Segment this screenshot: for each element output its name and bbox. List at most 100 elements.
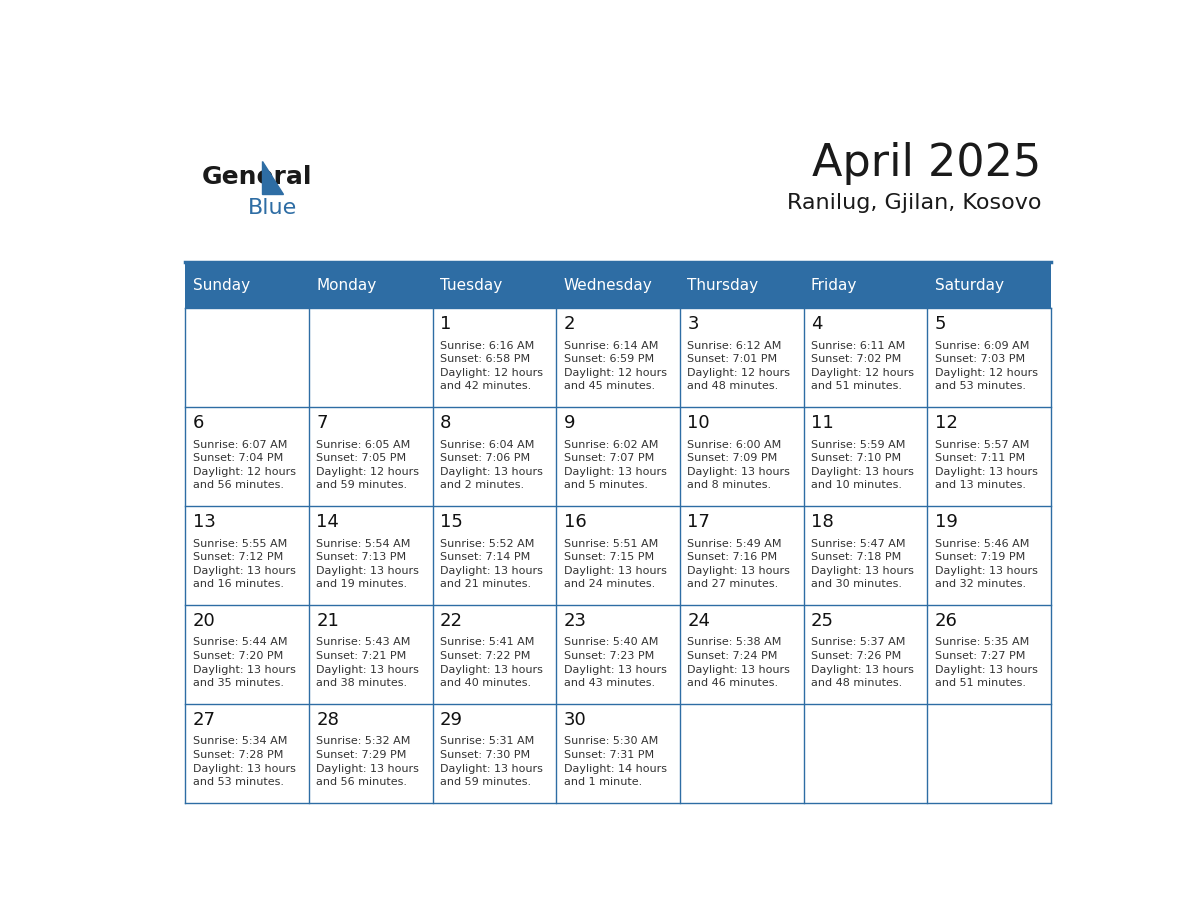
Text: Sunrise: 5:37 AM
Sunset: 7:26 PM
Daylight: 13 hours
and 48 minutes.: Sunrise: 5:37 AM Sunset: 7:26 PM Dayligh… <box>811 637 914 688</box>
Bar <box>927 308 1051 407</box>
Text: Saturday: Saturday <box>935 277 1004 293</box>
Text: 16: 16 <box>563 513 587 532</box>
Bar <box>185 407 309 506</box>
Text: 3: 3 <box>687 315 699 333</box>
Bar <box>556 704 680 803</box>
Text: Sunrise: 6:04 AM
Sunset: 7:06 PM
Daylight: 13 hours
and 2 minutes.: Sunrise: 6:04 AM Sunset: 7:06 PM Dayligh… <box>440 440 543 490</box>
Bar <box>803 506 927 605</box>
Polygon shape <box>261 161 283 194</box>
Text: Sunrise: 6:07 AM
Sunset: 7:04 PM
Daylight: 12 hours
and 56 minutes.: Sunrise: 6:07 AM Sunset: 7:04 PM Dayligh… <box>192 440 296 490</box>
Text: Blue: Blue <box>248 197 297 218</box>
Text: 29: 29 <box>440 711 463 729</box>
Bar <box>309 704 432 803</box>
Bar <box>432 506 556 605</box>
Text: 20: 20 <box>192 612 215 630</box>
Bar <box>927 407 1051 506</box>
Text: Tuesday: Tuesday <box>440 277 503 293</box>
Bar <box>432 407 556 506</box>
Bar <box>309 605 432 704</box>
Text: Sunrise: 5:41 AM
Sunset: 7:22 PM
Daylight: 13 hours
and 40 minutes.: Sunrise: 5:41 AM Sunset: 7:22 PM Dayligh… <box>440 637 543 688</box>
Text: 9: 9 <box>563 414 575 432</box>
Bar <box>803 605 927 704</box>
Bar <box>680 605 803 704</box>
Text: 11: 11 <box>811 414 834 432</box>
Bar <box>680 506 803 605</box>
Text: 30: 30 <box>563 711 587 729</box>
Text: 23: 23 <box>563 612 587 630</box>
Text: Sunrise: 5:55 AM
Sunset: 7:12 PM
Daylight: 13 hours
and 16 minutes.: Sunrise: 5:55 AM Sunset: 7:12 PM Dayligh… <box>192 539 296 589</box>
Text: 28: 28 <box>316 711 340 729</box>
Text: Sunrise: 6:16 AM
Sunset: 6:58 PM
Daylight: 12 hours
and 42 minutes.: Sunrise: 6:16 AM Sunset: 6:58 PM Dayligh… <box>440 341 543 391</box>
Bar <box>556 308 680 407</box>
Text: Sunrise: 5:46 AM
Sunset: 7:19 PM
Daylight: 13 hours
and 32 minutes.: Sunrise: 5:46 AM Sunset: 7:19 PM Dayligh… <box>935 539 1037 589</box>
Text: Sunrise: 5:32 AM
Sunset: 7:29 PM
Daylight: 13 hours
and 56 minutes.: Sunrise: 5:32 AM Sunset: 7:29 PM Dayligh… <box>316 736 419 788</box>
Bar <box>680 308 803 407</box>
Bar <box>185 263 1051 308</box>
Bar <box>927 605 1051 704</box>
Bar <box>556 605 680 704</box>
Text: 24: 24 <box>687 612 710 630</box>
Text: April 2025: April 2025 <box>813 141 1042 185</box>
Text: Sunrise: 5:34 AM
Sunset: 7:28 PM
Daylight: 13 hours
and 53 minutes.: Sunrise: 5:34 AM Sunset: 7:28 PM Dayligh… <box>192 736 296 788</box>
Bar <box>927 704 1051 803</box>
Text: 8: 8 <box>440 414 451 432</box>
Text: Sunrise: 5:31 AM
Sunset: 7:30 PM
Daylight: 13 hours
and 59 minutes.: Sunrise: 5:31 AM Sunset: 7:30 PM Dayligh… <box>440 736 543 788</box>
Text: Sunrise: 6:00 AM
Sunset: 7:09 PM
Daylight: 13 hours
and 8 minutes.: Sunrise: 6:00 AM Sunset: 7:09 PM Dayligh… <box>687 440 790 490</box>
Text: Friday: Friday <box>811 277 858 293</box>
Text: Sunrise: 5:38 AM
Sunset: 7:24 PM
Daylight: 13 hours
and 46 minutes.: Sunrise: 5:38 AM Sunset: 7:24 PM Dayligh… <box>687 637 790 688</box>
Text: 19: 19 <box>935 513 958 532</box>
Text: 1: 1 <box>440 315 451 333</box>
Text: Ranilug, Gjilan, Kosovo: Ranilug, Gjilan, Kosovo <box>788 194 1042 214</box>
Bar <box>309 407 432 506</box>
Text: Sunrise: 5:59 AM
Sunset: 7:10 PM
Daylight: 13 hours
and 10 minutes.: Sunrise: 5:59 AM Sunset: 7:10 PM Dayligh… <box>811 440 914 490</box>
Text: 6: 6 <box>192 414 204 432</box>
Bar <box>432 308 556 407</box>
Text: General: General <box>202 165 312 189</box>
Bar <box>803 407 927 506</box>
Bar <box>680 407 803 506</box>
Bar <box>556 506 680 605</box>
Text: Sunrise: 5:43 AM
Sunset: 7:21 PM
Daylight: 13 hours
and 38 minutes.: Sunrise: 5:43 AM Sunset: 7:21 PM Dayligh… <box>316 637 419 688</box>
Bar <box>556 407 680 506</box>
Text: 25: 25 <box>811 612 834 630</box>
Text: Sunrise: 6:11 AM
Sunset: 7:02 PM
Daylight: 12 hours
and 51 minutes.: Sunrise: 6:11 AM Sunset: 7:02 PM Dayligh… <box>811 341 914 391</box>
Text: Thursday: Thursday <box>687 277 758 293</box>
Text: 13: 13 <box>192 513 215 532</box>
Text: Sunrise: 5:35 AM
Sunset: 7:27 PM
Daylight: 13 hours
and 51 minutes.: Sunrise: 5:35 AM Sunset: 7:27 PM Dayligh… <box>935 637 1037 688</box>
Bar <box>432 704 556 803</box>
Text: Sunrise: 5:47 AM
Sunset: 7:18 PM
Daylight: 13 hours
and 30 minutes.: Sunrise: 5:47 AM Sunset: 7:18 PM Dayligh… <box>811 539 914 589</box>
Bar <box>680 704 803 803</box>
Text: Sunrise: 5:54 AM
Sunset: 7:13 PM
Daylight: 13 hours
and 19 minutes.: Sunrise: 5:54 AM Sunset: 7:13 PM Dayligh… <box>316 539 419 589</box>
Text: 26: 26 <box>935 612 958 630</box>
Text: Sunrise: 6:12 AM
Sunset: 7:01 PM
Daylight: 12 hours
and 48 minutes.: Sunrise: 6:12 AM Sunset: 7:01 PM Dayligh… <box>687 341 790 391</box>
Text: Sunrise: 6:09 AM
Sunset: 7:03 PM
Daylight: 12 hours
and 53 minutes.: Sunrise: 6:09 AM Sunset: 7:03 PM Dayligh… <box>935 341 1037 391</box>
Text: 7: 7 <box>316 414 328 432</box>
Text: Wednesday: Wednesday <box>563 277 652 293</box>
Text: Sunrise: 5:52 AM
Sunset: 7:14 PM
Daylight: 13 hours
and 21 minutes.: Sunrise: 5:52 AM Sunset: 7:14 PM Dayligh… <box>440 539 543 589</box>
Text: 4: 4 <box>811 315 822 333</box>
Bar <box>927 506 1051 605</box>
Text: 21: 21 <box>316 612 340 630</box>
Text: Sunrise: 5:57 AM
Sunset: 7:11 PM
Daylight: 13 hours
and 13 minutes.: Sunrise: 5:57 AM Sunset: 7:11 PM Dayligh… <box>935 440 1037 490</box>
Text: 22: 22 <box>440 612 463 630</box>
Text: Sunday: Sunday <box>192 277 249 293</box>
Bar <box>185 308 309 407</box>
Text: Monday: Monday <box>316 277 377 293</box>
Text: 12: 12 <box>935 414 958 432</box>
Text: 17: 17 <box>687 513 710 532</box>
Bar <box>185 506 309 605</box>
Text: Sunrise: 5:51 AM
Sunset: 7:15 PM
Daylight: 13 hours
and 24 minutes.: Sunrise: 5:51 AM Sunset: 7:15 PM Dayligh… <box>563 539 666 589</box>
Text: Sunrise: 6:05 AM
Sunset: 7:05 PM
Daylight: 12 hours
and 59 minutes.: Sunrise: 6:05 AM Sunset: 7:05 PM Dayligh… <box>316 440 419 490</box>
Text: 10: 10 <box>687 414 710 432</box>
Bar <box>185 704 309 803</box>
Bar <box>803 308 927 407</box>
Text: 27: 27 <box>192 711 216 729</box>
Bar <box>309 506 432 605</box>
Text: 2: 2 <box>563 315 575 333</box>
Text: Sunrise: 5:44 AM
Sunset: 7:20 PM
Daylight: 13 hours
and 35 minutes.: Sunrise: 5:44 AM Sunset: 7:20 PM Dayligh… <box>192 637 296 688</box>
Bar <box>432 605 556 704</box>
Text: Sunrise: 5:49 AM
Sunset: 7:16 PM
Daylight: 13 hours
and 27 minutes.: Sunrise: 5:49 AM Sunset: 7:16 PM Dayligh… <box>687 539 790 589</box>
Text: 18: 18 <box>811 513 834 532</box>
Text: Sunrise: 5:40 AM
Sunset: 7:23 PM
Daylight: 13 hours
and 43 minutes.: Sunrise: 5:40 AM Sunset: 7:23 PM Dayligh… <box>563 637 666 688</box>
Bar <box>803 704 927 803</box>
